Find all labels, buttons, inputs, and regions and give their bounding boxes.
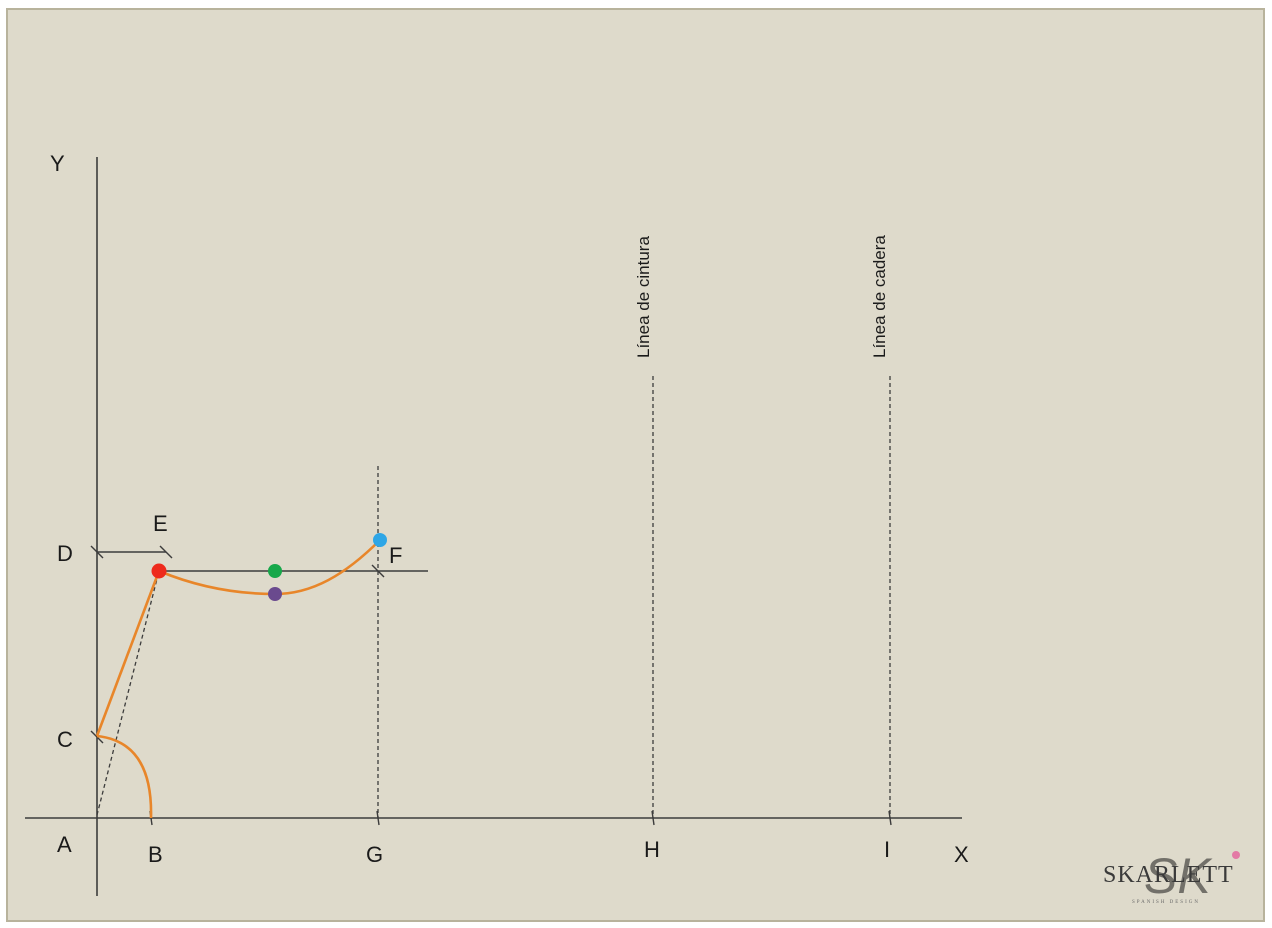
line-c-e xyxy=(95,570,161,737)
tick-g xyxy=(376,810,380,826)
dot-red xyxy=(151,563,167,579)
hip-line-label: Línea de cadera xyxy=(870,235,889,358)
logo-accent-dot xyxy=(1232,851,1240,859)
tick-i xyxy=(888,810,892,826)
label-a: A xyxy=(57,832,72,857)
y-axis-label: Y xyxy=(50,151,65,176)
diagram-panel xyxy=(6,8,1265,922)
tick-h xyxy=(651,810,655,826)
label-f: F xyxy=(389,543,402,568)
label-h: H xyxy=(644,837,660,862)
label-b: B xyxy=(148,842,163,867)
logo-brand: SKARLETT xyxy=(1103,862,1234,888)
logo-tagline: SPANISH DESIGN xyxy=(1132,900,1200,905)
waist-line-label: Línea de cintura xyxy=(634,236,653,358)
tick-e xyxy=(159,545,173,559)
label-i: I xyxy=(884,837,890,862)
dot-green xyxy=(268,564,282,578)
logo-monogram: SK xyxy=(1144,848,1213,904)
tick-f xyxy=(371,564,385,578)
skarlett-logo: SK SKARLETT SPANISH DESIGN xyxy=(1103,848,1240,905)
x-axis-label: X xyxy=(954,842,969,867)
label-c: C xyxy=(57,727,73,752)
arc-c-b xyxy=(96,734,153,819)
label-d: D xyxy=(57,541,73,566)
label-g: G xyxy=(366,842,383,867)
dot-blue xyxy=(373,533,387,547)
tick-d xyxy=(90,545,104,559)
dot-purple xyxy=(268,587,282,601)
label-e: E xyxy=(153,511,168,536)
